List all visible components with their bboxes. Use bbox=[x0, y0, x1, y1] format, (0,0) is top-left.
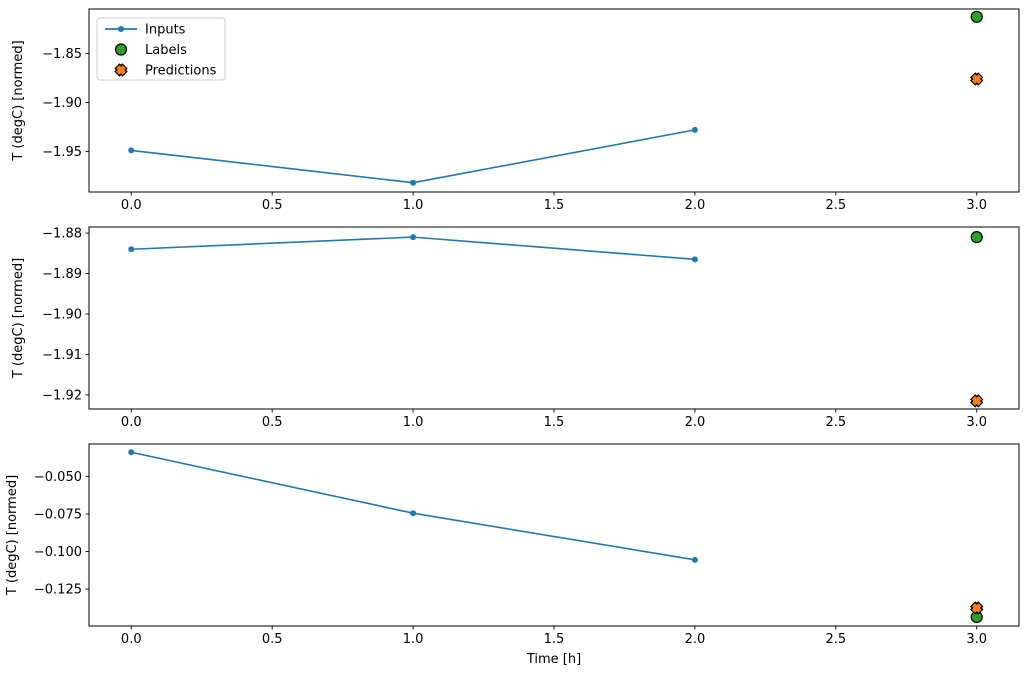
y-tick-label: −1.90 bbox=[42, 307, 82, 322]
label-point-marker bbox=[970, 10, 983, 23]
prediction-point-marker bbox=[971, 74, 982, 84]
y-axis-label: T (degC) [normed] bbox=[11, 258, 26, 379]
x-tick-label: 1.5 bbox=[544, 415, 565, 430]
y-tick-label: −0.100 bbox=[34, 545, 82, 560]
input-point-marker bbox=[128, 246, 135, 253]
x-tick-label: 1.0 bbox=[403, 198, 424, 213]
subplot-2: 0.0 0.5 1.0 1.5 2.0 2.5 3.0 −1.88 −1.89 −1.90 −1.9… bbox=[11, 226, 1020, 430]
x-tick-label: 2.5 bbox=[825, 198, 846, 213]
plot-area-2 bbox=[88, 226, 1020, 410]
x-tick-label: 1.0 bbox=[403, 415, 424, 430]
x-tick-label: 1.0 bbox=[403, 632, 424, 647]
plot-area-1 bbox=[88, 8, 1020, 193]
y-tick-label: −1.95 bbox=[42, 145, 82, 160]
input-point-marker bbox=[691, 556, 698, 563]
x-tick-label: 2.0 bbox=[685, 198, 706, 213]
x-tick-label: 0.0 bbox=[121, 632, 142, 647]
legend-label: Labels bbox=[145, 43, 187, 58]
input-point-marker bbox=[410, 234, 417, 241]
y-axis-label: T (degC) [normed] bbox=[5, 475, 20, 596]
y-tick-label: −1.91 bbox=[42, 348, 82, 363]
y-tick-label: −1.92 bbox=[42, 388, 82, 403]
x-tick-label: 3.0 bbox=[966, 632, 987, 647]
plot-area-3 bbox=[88, 443, 1020, 627]
input-point-marker bbox=[691, 256, 698, 263]
legend-x-sample bbox=[116, 65, 126, 75]
y-tick-label: −1.89 bbox=[42, 267, 82, 282]
x-tick-label: 2.0 bbox=[685, 632, 706, 647]
x-tick-label: 2.0 bbox=[685, 415, 706, 430]
legend-circle-sample bbox=[114, 43, 128, 56]
x-tick-label: 0.0 bbox=[121, 198, 142, 213]
legend-item-labels: Labels bbox=[114, 43, 187, 58]
y-tick-label: −0.075 bbox=[34, 507, 82, 522]
x-tick-label: 2.5 bbox=[825, 415, 846, 430]
input-point-marker bbox=[410, 510, 417, 517]
legend-item-inputs: Inputs bbox=[105, 23, 186, 38]
x-tick-label: 0.5 bbox=[262, 415, 283, 430]
y-tick-label: −1.88 bbox=[42, 227, 82, 242]
y-tick-label: −1.85 bbox=[42, 47, 82, 62]
subplot-1: 0.0 0.5 1.0 1.5 2.0 2.5 3.0 −1.85 −1.90 −1.95 T (d… bbox=[11, 8, 1020, 213]
legend-item-predictions: Predictions bbox=[114, 63, 217, 79]
legend-box bbox=[96, 17, 226, 81]
input-point-marker bbox=[128, 147, 135, 154]
legend-label: Inputs bbox=[145, 23, 186, 38]
legend-label: Predictions bbox=[145, 64, 217, 79]
y-tick-label: −0.050 bbox=[34, 470, 82, 485]
subplot-3: 0.0 0.5 1.0 1.5 2.0 2.5 3.0 −0.050 −0.075 −0.100 −… bbox=[5, 443, 1020, 667]
x-tick-label: 0.5 bbox=[262, 198, 283, 213]
input-point-marker bbox=[128, 449, 135, 456]
x-tick-label: 2.5 bbox=[825, 632, 846, 647]
input-point-marker bbox=[691, 126, 698, 133]
label-point-marker bbox=[970, 231, 983, 244]
x-tick-label: 3.0 bbox=[966, 198, 987, 213]
y-tick-label: −0.125 bbox=[34, 583, 82, 598]
legend-dot-sample bbox=[118, 26, 124, 32]
x-tick-label: 1.5 bbox=[544, 198, 565, 213]
y-tick-label: −1.90 bbox=[42, 96, 82, 111]
prediction-point-marker bbox=[971, 603, 982, 613]
prediction-point-marker bbox=[971, 396, 982, 406]
x-tick-label: 0.0 bbox=[121, 415, 142, 430]
legend: Inputs Labels Predictions bbox=[96, 17, 226, 81]
x-tick-label: 1.5 bbox=[544, 632, 565, 647]
x-tick-label: 3.0 bbox=[966, 415, 987, 430]
y-axis-label: T (degC) [normed] bbox=[11, 40, 26, 161]
x-axis-label: Time [h] bbox=[526, 652, 581, 667]
x-tick-label: 0.5 bbox=[262, 632, 283, 647]
input-point-marker bbox=[410, 179, 417, 186]
